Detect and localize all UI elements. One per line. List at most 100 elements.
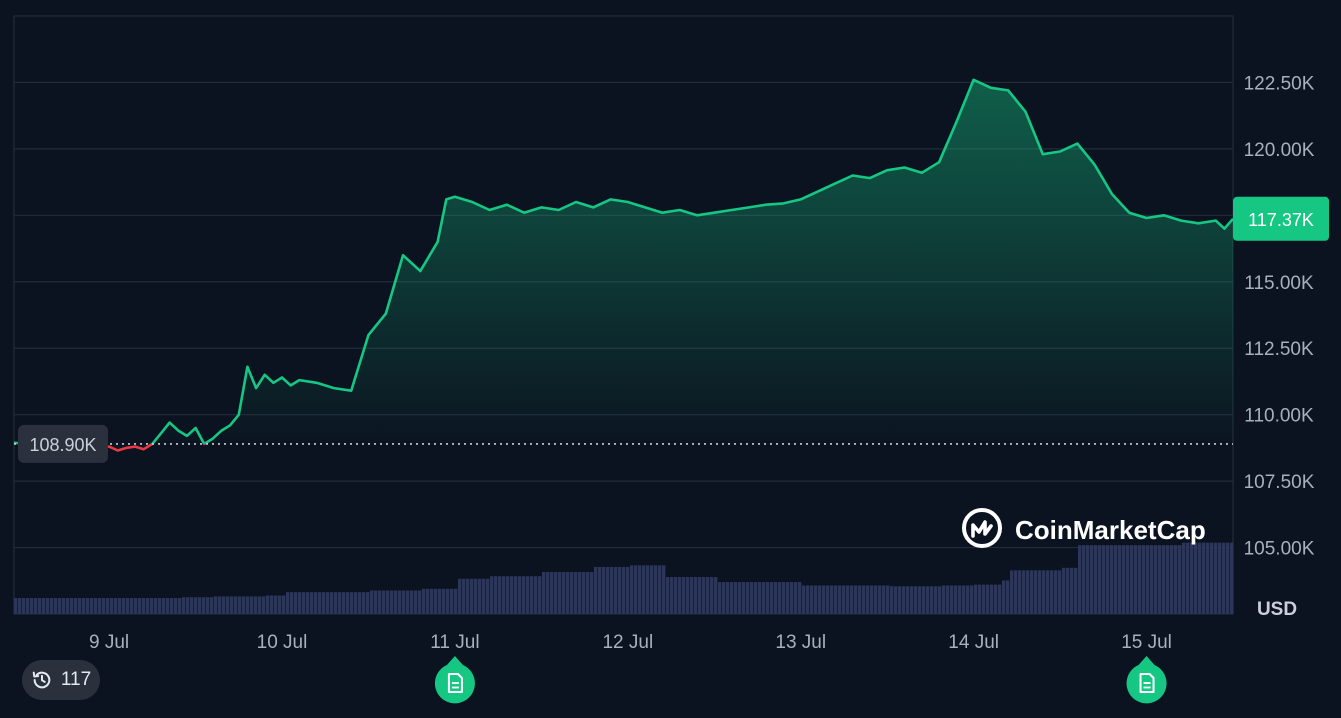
volume-bar bbox=[1030, 570, 1034, 614]
volume-bar bbox=[882, 585, 886, 614]
volume-bar bbox=[1146, 545, 1150, 614]
volume-bar bbox=[34, 598, 38, 614]
volume-bar bbox=[782, 582, 786, 614]
volume-bar bbox=[1122, 545, 1126, 614]
volume-bar bbox=[1054, 570, 1058, 614]
volume-bar bbox=[774, 582, 778, 614]
volume-bar bbox=[282, 595, 286, 614]
volume-bar bbox=[366, 592, 370, 614]
volume-bar bbox=[718, 582, 722, 614]
volume-bar bbox=[450, 588, 454, 614]
volume-bar bbox=[922, 586, 926, 614]
volume-bar bbox=[698, 577, 702, 614]
volume-bar bbox=[478, 578, 482, 614]
volume-bar bbox=[1046, 570, 1050, 614]
volume-bar bbox=[158, 598, 162, 614]
volume-bar bbox=[98, 598, 102, 614]
volume-bar bbox=[1190, 542, 1194, 614]
volume-bar bbox=[390, 590, 394, 614]
volume-bar bbox=[618, 566, 622, 614]
volume-bar bbox=[126, 598, 130, 614]
volume-bar bbox=[154, 598, 158, 614]
volume-bar bbox=[1126, 545, 1130, 614]
volume-bar bbox=[1010, 570, 1014, 614]
volume-bar bbox=[374, 590, 378, 614]
volume-bar bbox=[874, 585, 878, 614]
volume-bar bbox=[890, 586, 894, 614]
volume-bar bbox=[630, 565, 634, 614]
volume-bar bbox=[986, 584, 990, 614]
volume-bar bbox=[230, 596, 234, 614]
volume-bar bbox=[394, 590, 398, 614]
volume-bar bbox=[38, 598, 42, 614]
volume-bars bbox=[14, 542, 1234, 614]
volume-bar bbox=[106, 598, 110, 614]
volume-bar bbox=[662, 565, 666, 614]
volume-bar bbox=[1018, 570, 1022, 614]
volume-bar bbox=[642, 565, 646, 614]
volume-bar bbox=[1098, 545, 1102, 614]
volume-bar bbox=[330, 592, 334, 614]
volume-bar bbox=[870, 585, 874, 614]
coinmarketcap-watermark: CoinMarketCap bbox=[962, 508, 1206, 548]
volume-bar bbox=[950, 585, 954, 614]
volume-bar bbox=[402, 590, 406, 614]
history-button[interactable]: 117 bbox=[22, 660, 100, 700]
volume-bar bbox=[526, 576, 530, 614]
volume-bar bbox=[18, 598, 22, 614]
volume-bar bbox=[574, 572, 578, 614]
volume-bar bbox=[362, 592, 366, 614]
volume-bar bbox=[246, 596, 250, 614]
volume-bar bbox=[150, 598, 154, 614]
volume-bar bbox=[810, 585, 814, 614]
volume-bar bbox=[806, 585, 810, 614]
x-tick-label: 10 Jul bbox=[257, 632, 308, 653]
x-axis: 9 Jul 10 Jul 11 Jul 12 Jul 13 Jul 14 Jul 15 Ju… bbox=[89, 632, 1172, 653]
volume-bar bbox=[578, 572, 582, 614]
volume-bar bbox=[70, 598, 74, 614]
volume-bar bbox=[138, 598, 142, 614]
volume-bar bbox=[1118, 545, 1122, 614]
y-tick-label: 120.00K bbox=[1244, 140, 1315, 161]
volume-bar bbox=[66, 598, 70, 614]
price-area bbox=[14, 79, 1233, 444]
volume-bar bbox=[270, 595, 274, 614]
volume-bar bbox=[498, 576, 502, 614]
volume-bar bbox=[974, 584, 978, 614]
event-markers[interactable] bbox=[434, 656, 1167, 704]
volume-bar bbox=[1034, 570, 1038, 614]
volume-bar bbox=[602, 566, 606, 614]
volume-bar bbox=[798, 582, 802, 614]
volume-bar bbox=[566, 572, 570, 614]
volume-bar bbox=[218, 596, 222, 614]
last-price-badge: 117.37K bbox=[1233, 196, 1329, 241]
volume-bar bbox=[694, 577, 698, 614]
volume-bar bbox=[458, 578, 462, 614]
volume-bar bbox=[814, 585, 818, 614]
volume-bar bbox=[942, 585, 946, 614]
volume-bar bbox=[1090, 545, 1094, 614]
volume-bar bbox=[542, 572, 546, 614]
event-marker[interactable] bbox=[434, 656, 475, 704]
volume-bar bbox=[786, 582, 790, 614]
volume-bar bbox=[1186, 542, 1190, 614]
volume-bar bbox=[702, 577, 706, 614]
event-marker[interactable] bbox=[1126, 656, 1167, 704]
volume-bar bbox=[990, 584, 994, 614]
volume-bar bbox=[738, 582, 742, 614]
volume-bar bbox=[114, 598, 118, 614]
volume-bar bbox=[834, 585, 838, 614]
volume-bar bbox=[94, 598, 98, 614]
volume-bar bbox=[626, 566, 630, 614]
volume-bar bbox=[1014, 570, 1018, 614]
volume-bar bbox=[826, 585, 830, 614]
volume-bar bbox=[654, 565, 658, 614]
volume-bar bbox=[322, 592, 326, 614]
volume-bar bbox=[862, 585, 866, 614]
volume-bar bbox=[978, 584, 982, 614]
volume-bar bbox=[318, 592, 322, 614]
volume-bar bbox=[1162, 545, 1166, 614]
volume-bar bbox=[946, 585, 950, 614]
